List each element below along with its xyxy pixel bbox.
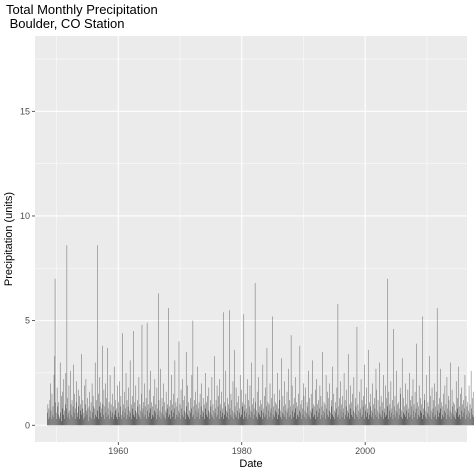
x-tick-label: 2000 <box>355 446 375 456</box>
y-axis: 0 5 10 15 <box>20 106 35 430</box>
plot-panel <box>35 36 467 442</box>
gridlines <box>35 36 467 442</box>
bar-series <box>47 245 474 426</box>
y-tick-label: 5 <box>25 316 30 326</box>
chart-title-line-1: Total Monthly Precipitation <box>6 2 158 17</box>
x-tick-label: 1980 <box>232 446 252 456</box>
x-axis: 1960 1980 2000 <box>108 442 375 456</box>
y-tick-label: 15 <box>20 106 30 116</box>
x-tick-label: 1960 <box>108 446 128 456</box>
y-tick-label: 10 <box>20 211 30 221</box>
y-tick-label: 0 <box>25 420 30 430</box>
x-axis-title: Date <box>239 458 262 470</box>
chart-title-line-2: Boulder, CO Station <box>6 16 125 31</box>
y-axis-title: Precipitation (units) <box>3 192 15 286</box>
